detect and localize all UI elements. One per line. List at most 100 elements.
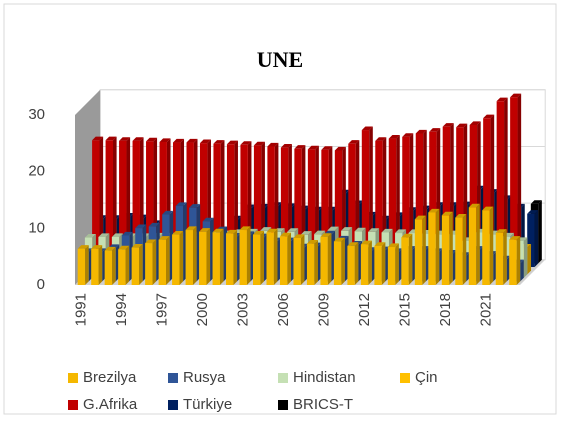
bar [483,118,491,271]
bar-top [495,229,507,233]
bar-top [482,206,494,211]
bar-side [341,237,345,285]
bar-top [387,243,399,248]
bar-top [401,233,413,238]
bar-top [456,123,468,128]
bar [306,243,315,285]
x-tick-label: 2015 [396,293,413,326]
bar [496,101,505,271]
bar [401,237,409,285]
bar-top [162,210,174,215]
bar-side [327,233,332,285]
bar [212,232,220,285]
bar [429,131,437,271]
bar-top [388,134,400,139]
y-tick-label: 0 [37,276,45,293]
x-tick-label: 2000 [194,293,211,326]
bar [253,234,261,285]
bar-side [476,203,480,285]
bar-side [219,228,224,285]
bar-top [279,232,291,237]
bar [361,130,370,271]
bar-side [523,237,528,278]
bar [375,140,383,271]
bar [441,215,450,285]
y-tick-label: 20 [28,163,45,180]
bar [279,236,288,285]
bar-top [415,129,427,134]
bar [104,250,113,285]
bar-top [320,233,332,237]
bar [495,232,504,285]
bar-top [267,142,279,147]
bar-top [428,208,440,213]
bar-top [132,137,144,141]
bar [118,249,126,285]
bar-side [395,243,399,285]
bar-side [125,245,130,285]
bar [374,245,382,285]
bar-top [395,229,407,234]
legend-label: BRICS-T [293,396,353,413]
bar-side [408,233,413,285]
bar-top [530,200,542,204]
x-tick-label: 2021 [477,293,494,326]
bar-side [449,211,453,285]
bar [158,239,167,285]
bar-top [509,236,521,240]
legend-label: G.Afrika [83,396,138,413]
bar-side [503,229,507,285]
bar-top [300,231,312,235]
legend-swatch [400,373,410,383]
bar [360,244,369,285]
bar [266,232,274,285]
bar-side [368,240,372,285]
bar-side [112,246,116,285]
legend-swatch [278,400,288,410]
bar-top [381,228,393,233]
bar-top [402,133,414,137]
bar-top [159,138,171,142]
bar-side [139,244,143,285]
bar-top [483,114,495,119]
bar [240,144,248,271]
bar-top [354,227,366,232]
bar-top [468,203,480,208]
bar-top [307,145,319,150]
bar-top [368,228,380,232]
bar-side [192,226,197,285]
bar-side [517,93,522,271]
y-tick-label: 10 [28,219,45,236]
legend-label: Çin [415,369,438,386]
bar-top [441,211,453,216]
bar [294,148,302,271]
bar-top [84,233,96,238]
bar-top [186,138,198,143]
bar [132,140,140,271]
legend-label: Brezilya [83,369,137,386]
bar-side [520,259,524,282]
bar-top [361,126,373,131]
x-tick-label: 2003 [235,293,252,326]
bar-top [77,245,89,249]
bar-top [455,213,467,218]
bar-top [442,123,454,127]
bar-top [98,233,110,237]
bar-side [166,236,170,285]
bar-top [341,227,353,231]
bar-top [429,128,441,132]
bar [307,149,316,271]
bar-top [226,229,238,234]
bar [185,230,193,285]
bar [253,145,262,271]
chart-title: UNE [257,47,303,72]
bar-top [118,245,130,250]
bar-top [173,138,185,143]
bar-side [206,228,211,285]
bar-top [146,137,158,142]
legend-swatch [68,373,78,383]
legend-label: Rusya [183,369,226,386]
legend-label: Hindistan [293,369,356,386]
